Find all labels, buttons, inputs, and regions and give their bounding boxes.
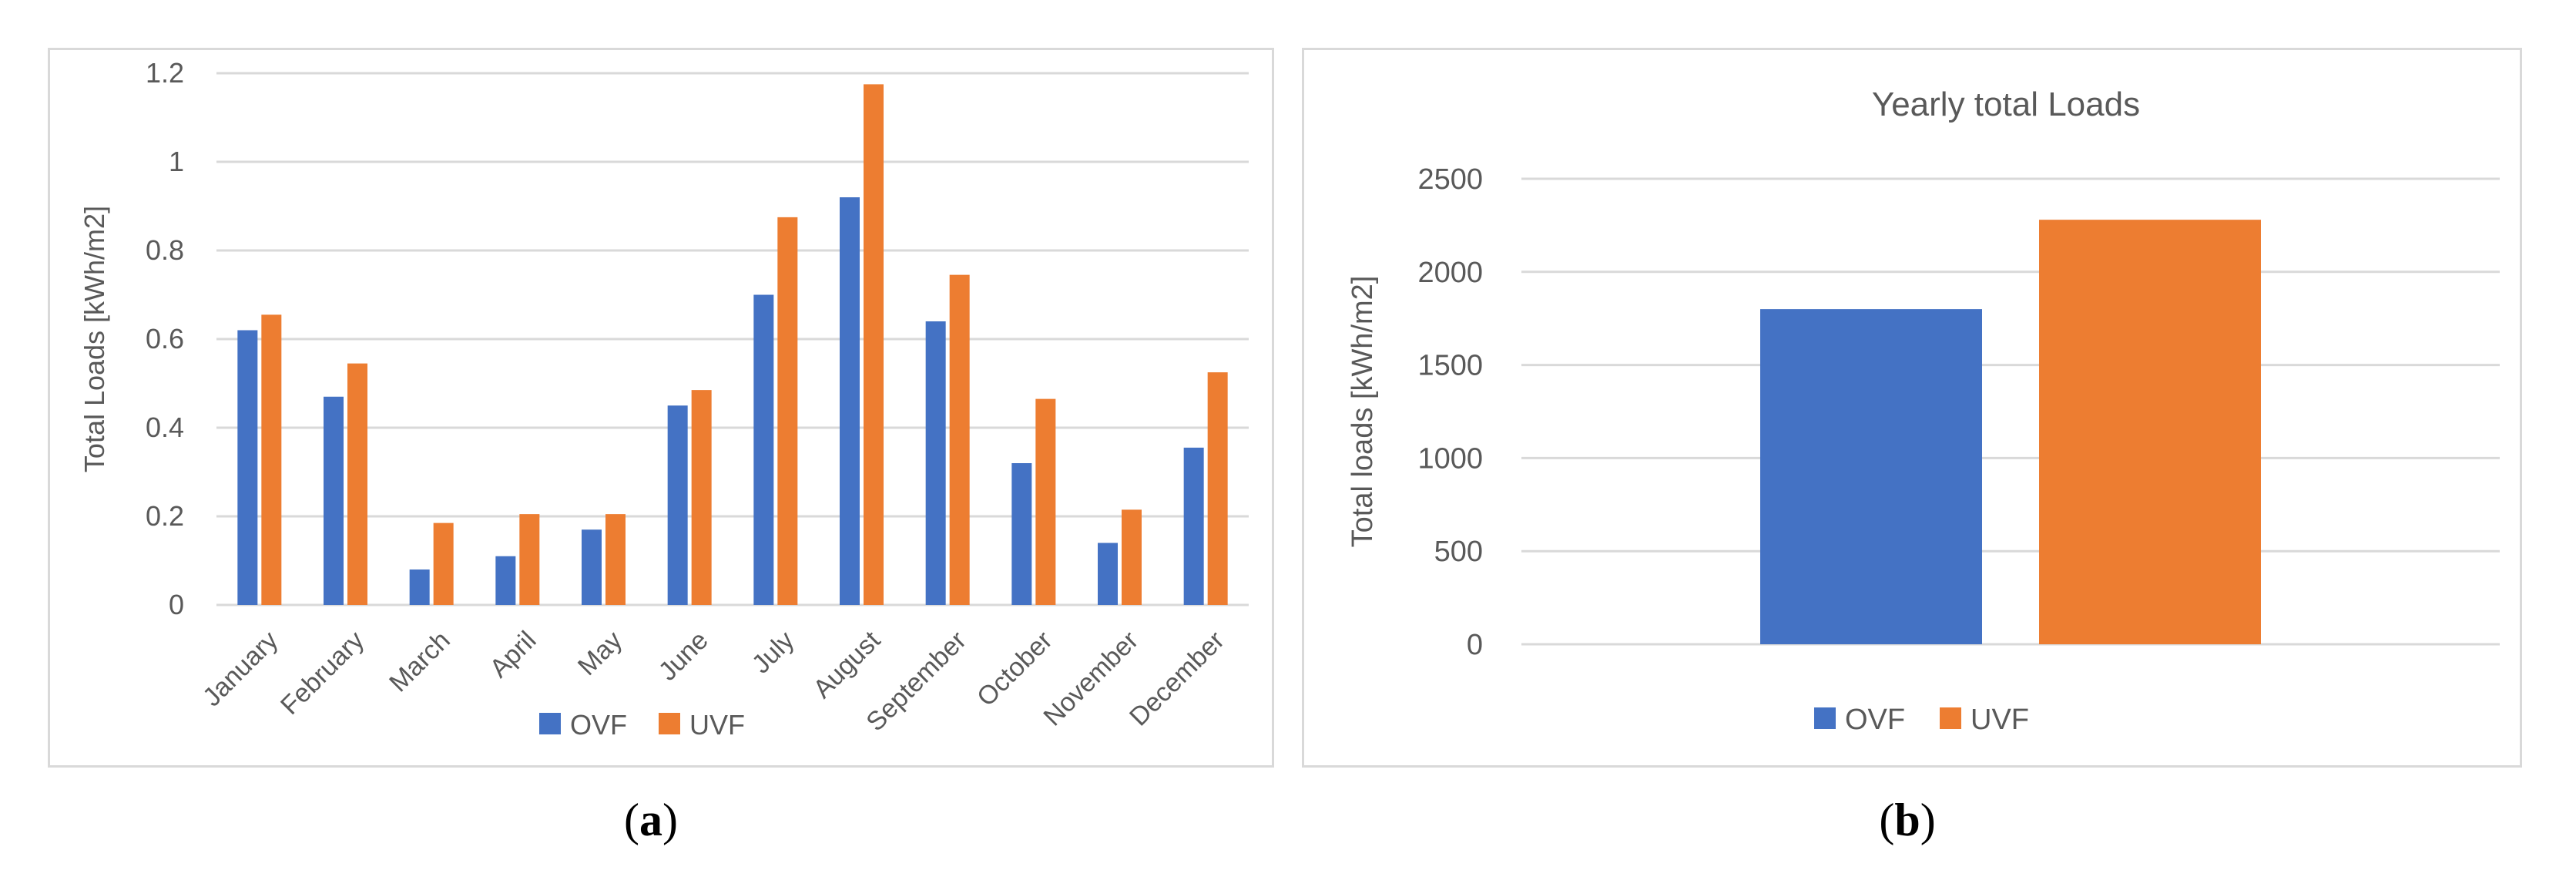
bar-ovf-january — [237, 330, 258, 605]
y-tick-label: 2500 — [1417, 163, 1483, 196]
y-tick-label: 0.2 — [146, 500, 184, 532]
y-tick-label: 0 — [1467, 629, 1483, 661]
bar-ovf-june — [667, 405, 688, 605]
chart-title: Yearly total Loads — [1872, 86, 2140, 123]
y-tick-label: 1500 — [1417, 350, 1483, 382]
bar-ovf-august — [840, 197, 860, 605]
y-tick-label: 0.4 — [146, 412, 184, 443]
x-tick-label: July — [746, 626, 800, 680]
x-tick-label: February — [275, 626, 370, 721]
y-tick-label: 0.6 — [146, 323, 184, 354]
x-tick-label: May — [572, 626, 628, 681]
bar-ovf-march — [409, 569, 430, 605]
x-tick-label: March — [384, 626, 456, 698]
legend-swatch-uvf — [659, 713, 680, 734]
y-tick-label: 1000 — [1417, 442, 1483, 475]
x-tick-label: June — [653, 626, 714, 687]
legend-label-ovf: OVF — [570, 709, 627, 741]
bar-uvf-july — [777, 217, 798, 605]
y-axis-label: Total loads [kWh/m2] — [1347, 276, 1379, 548]
y-tick-label: 1 — [169, 146, 184, 177]
bar-uvf-october — [1035, 398, 1056, 605]
y-tick-label: 0.8 — [146, 234, 184, 266]
monthly-loads-chart-svg: 0 0.2 0.4 0.6 0.8 1 1.2 Total Loads [kWh/m2] Jan… — [79, 57, 1249, 741]
bar-ovf-july — [753, 294, 774, 605]
bar-uvf-november — [1122, 509, 1142, 605]
y-axis-label: Total Loads [kWh/m2] — [79, 206, 110, 472]
bar-uvf-april — [519, 514, 540, 605]
bar-ovf-may — [582, 529, 602, 605]
bar-ovf — [1760, 309, 1982, 644]
monthly-loads-chart: 0 0.2 0.4 0.6 0.8 1 1.2 Total Loads [kWh/m2] Jan… — [48, 48, 1274, 768]
x-tick-label: April — [485, 626, 542, 684]
bar-uvf-september — [949, 274, 970, 605]
legend-label-uvf: UVF — [689, 709, 745, 741]
y-tick-label: 500 — [1434, 536, 1483, 568]
bar-ovf-september — [925, 321, 946, 605]
bar-uvf-august — [864, 84, 884, 605]
bar-uvf-june — [691, 390, 712, 605]
legend-swatch-ovf — [1814, 707, 1836, 729]
legend-swatch-uvf — [1940, 707, 1961, 729]
y-tick-label: 1.2 — [146, 57, 184, 89]
caption-b: (b) — [1879, 795, 1936, 845]
bar-uvf-march — [433, 522, 454, 605]
bar-ovf-october — [1011, 463, 1032, 605]
bar-uvf — [2039, 220, 2261, 644]
legend-label-ovf: OVF — [1845, 704, 1905, 736]
legend-label-uvf: UVF — [1971, 704, 2029, 736]
bar-ovf-december — [1183, 447, 1204, 605]
bar-ovf-february — [324, 396, 344, 605]
x-tick-label: January — [197, 626, 283, 712]
bar-uvf-may — [605, 514, 626, 605]
yearly-loads-chart-svg: Yearly total Loads 0 500 1000 1500 2000 2500 To… — [1347, 86, 2500, 736]
x-tick-label: August — [807, 625, 886, 704]
bar-uvf-february — [347, 363, 367, 605]
bar-uvf-december — [1207, 372, 1228, 605]
legend-swatch-ovf — [539, 713, 561, 734]
bar-uvf-january — [261, 314, 282, 605]
yearly-loads-chart: Yearly total Loads 0 500 1000 1500 2000 2500 To… — [1302, 48, 2522, 768]
x-tick-label: October — [971, 626, 1058, 712]
bar-ovf-november — [1098, 543, 1118, 605]
y-tick-label: 0 — [169, 589, 184, 620]
y-tick-label: 2000 — [1417, 257, 1483, 289]
x-tick-label: December — [1124, 626, 1230, 732]
caption-a: (a) — [624, 795, 678, 845]
bar-ovf-april — [495, 556, 516, 605]
